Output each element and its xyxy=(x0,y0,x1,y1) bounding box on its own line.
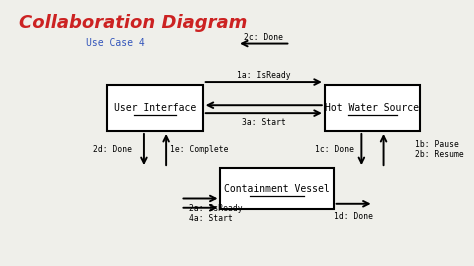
Text: 1c: Done: 1c: Done xyxy=(315,145,354,154)
Text: Containment Vessel: Containment Vessel xyxy=(224,184,330,194)
Bar xyxy=(325,85,420,131)
Text: 2c: Done: 2c: Done xyxy=(244,33,283,42)
Text: User Interface: User Interface xyxy=(114,103,196,113)
Bar xyxy=(220,168,334,209)
Text: 2d: Done: 2d: Done xyxy=(93,145,132,154)
Text: Use Case 4: Use Case 4 xyxy=(86,38,145,48)
Text: 3a: Start: 3a: Start xyxy=(242,118,286,127)
Text: Collaboration Diagram: Collaboration Diagram xyxy=(18,14,247,32)
Text: 2a: IsReady: 2a: IsReady xyxy=(190,204,243,213)
Text: 1e: Complete: 1e: Complete xyxy=(170,145,228,154)
Bar xyxy=(107,85,203,131)
Text: 4a: Start: 4a: Start xyxy=(190,214,233,223)
Text: 1d: Done: 1d: Done xyxy=(334,212,373,221)
Text: Hot Water Source: Hot Water Source xyxy=(326,103,419,113)
Text: 1b: Pause
2b: Resume: 1b: Pause 2b: Resume xyxy=(415,140,464,159)
Text: 1a: IsReady: 1a: IsReady xyxy=(237,71,291,80)
